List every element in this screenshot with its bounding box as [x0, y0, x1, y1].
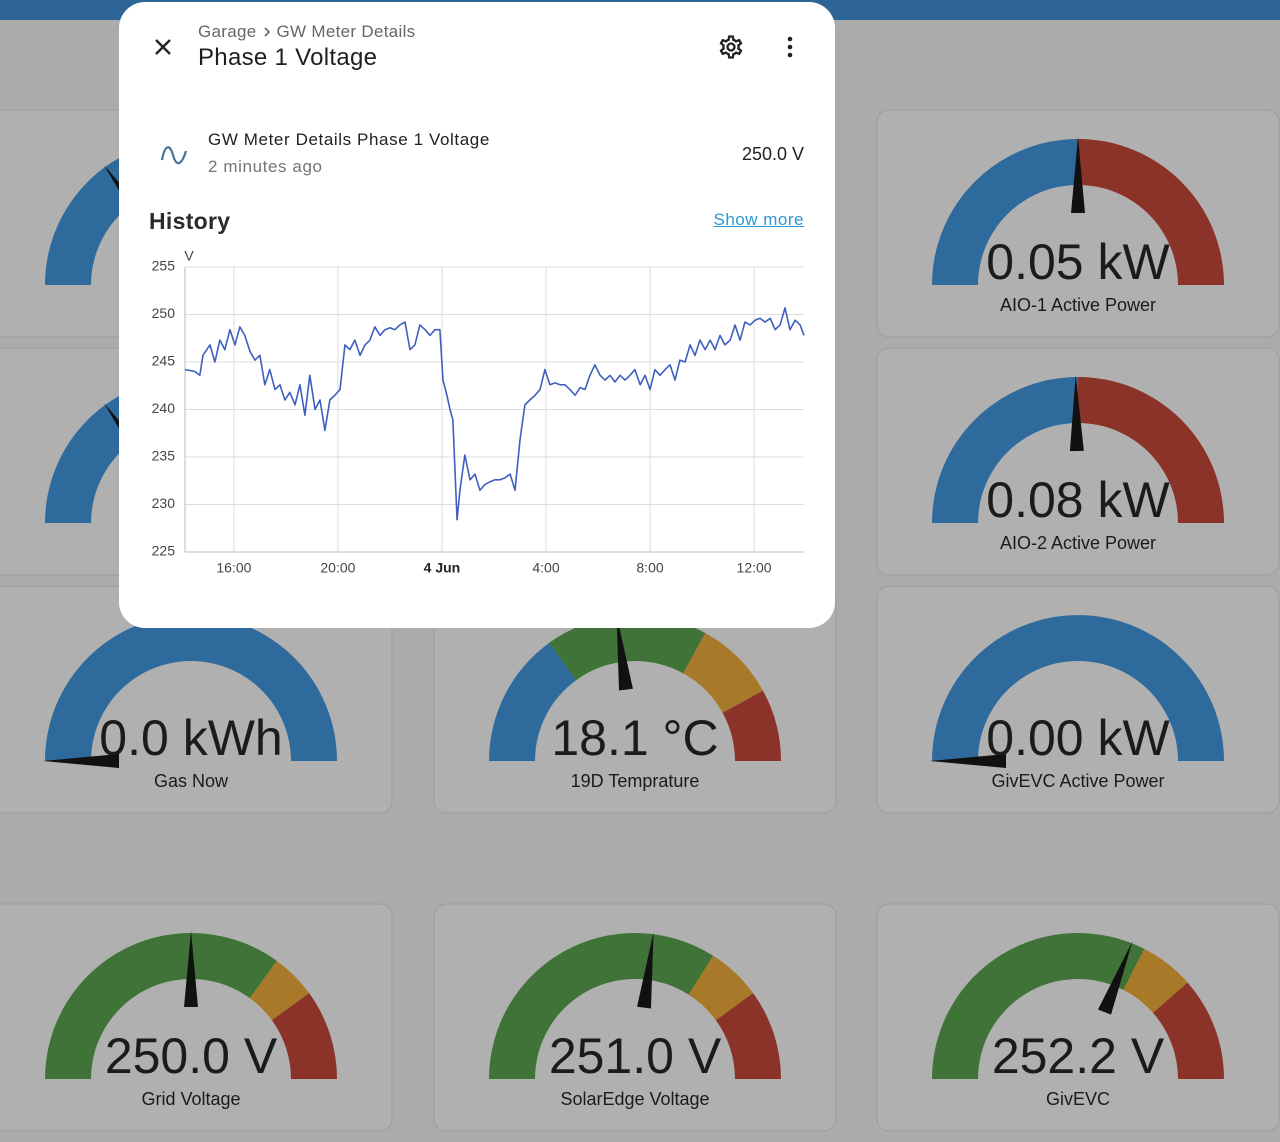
gauge-segment — [1123, 948, 1188, 1013]
show-more-link[interactable]: Show more — [713, 210, 804, 229]
gauge-needle — [1097, 941, 1133, 1015]
gauge-segment — [722, 690, 781, 761]
gauge-segment — [932, 139, 1078, 285]
series-line — [184, 307, 805, 521]
gauge-segment — [489, 642, 577, 761]
gauge-segment — [932, 615, 1224, 761]
history-chart: 225 230 235 240 245 250 255 V 16:00 20:00 4 Jun 4:0… — [152, 248, 805, 576]
gauge-needle — [1069, 375, 1084, 452]
gauge-segment — [45, 933, 277, 1079]
gauge-name: Gas Now — [154, 771, 229, 791]
y-tick-label: 230 — [152, 495, 176, 511]
entity-icon — [160, 146, 188, 165]
gauge-name: Grid Voltage — [141, 1089, 240, 1109]
gauge-segment — [249, 960, 310, 1021]
breadcrumb: Garage GW Meter Details — [198, 22, 415, 42]
y-tick-label: 240 — [152, 400, 176, 416]
x-tick-label: 8:00 — [636, 560, 663, 576]
gauge-name: GivEVC Active Power — [991, 771, 1164, 791]
gauge-value: 18.1 °C — [551, 710, 718, 766]
y-tick-label: 250 — [152, 305, 176, 321]
x-tick-label: 4 Jun — [424, 560, 461, 576]
gauge-segment — [271, 993, 337, 1079]
gauge-value: 250.0 V — [105, 1028, 278, 1084]
gauge-segment — [45, 615, 337, 761]
breadcrumb-item: GW Meter Details — [276, 22, 416, 41]
dialog-title: Phase 1 Voltage — [198, 44, 378, 71]
gauge-needle — [616, 614, 633, 691]
x-tick-label: 4:00 — [532, 560, 559, 576]
close-button[interactable] — [151, 35, 175, 59]
gauge-name: AIO-1 Active Power — [1000, 295, 1156, 315]
entity-state: 250.0 V — [741, 144, 804, 164]
gauge-value: 251.0 V — [549, 1028, 722, 1084]
y-tick-label: 235 — [152, 448, 176, 464]
gauge-name: GivEVC — [1046, 1089, 1110, 1109]
gauge-name: AIO-2 Active Power — [1000, 533, 1156, 553]
settings-button[interactable] — [717, 33, 745, 61]
gauge-segment — [1078, 139, 1224, 285]
gauge-segment — [932, 932, 1145, 1079]
gauge-needle — [43, 754, 119, 768]
gauge-segment — [1153, 982, 1224, 1079]
y-tick-label: 255 — [152, 258, 176, 274]
history-heading: History — [149, 208, 231, 234]
gauge-needle — [930, 754, 1006, 768]
gauge-value: 0.00 kW — [986, 710, 1170, 766]
x-tick-label: 20:00 — [320, 560, 355, 576]
gauge-segment — [932, 377, 1078, 523]
y-tick-label: 225 — [152, 543, 176, 559]
gauge-needle — [184, 931, 198, 1007]
gauge-name: 19D Temprature — [571, 771, 700, 791]
gauge-needle — [637, 932, 654, 1009]
chevron-icon — [263, 27, 270, 37]
menu-button[interactable] — [778, 33, 802, 61]
entity-updated: 2 minutes ago — [208, 157, 323, 176]
gauge-segment — [1078, 377, 1224, 523]
entity-name: GW Meter Details Phase 1 Voltage — [208, 130, 490, 149]
gauge-needle — [1071, 137, 1085, 213]
gauge-segment — [683, 633, 763, 713]
gauge-value: 252.2 V — [992, 1028, 1165, 1084]
more-info-dialog: Garage GW Meter Details Phase 1 Voltage … — [119, 2, 835, 628]
y-axis-unit: V — [184, 248, 194, 264]
y-tick-label: 245 — [152, 353, 176, 369]
breadcrumb-item: Garage — [198, 22, 257, 41]
gauge-segment — [715, 993, 781, 1079]
gauge-value: 0.08 kW — [986, 472, 1170, 528]
x-tick-label: 12:00 — [737, 560, 772, 576]
x-tick-label: 16:00 — [216, 560, 251, 576]
gauge-value: 0.0 kWh — [99, 710, 282, 766]
gauge-value: 0.05 kW — [986, 234, 1170, 290]
gauge-segment — [549, 614, 706, 681]
gauge-name: SolarEdge Voltage — [560, 1089, 709, 1109]
gauge-segment — [688, 955, 754, 1021]
gauge-segment — [489, 933, 714, 1079]
